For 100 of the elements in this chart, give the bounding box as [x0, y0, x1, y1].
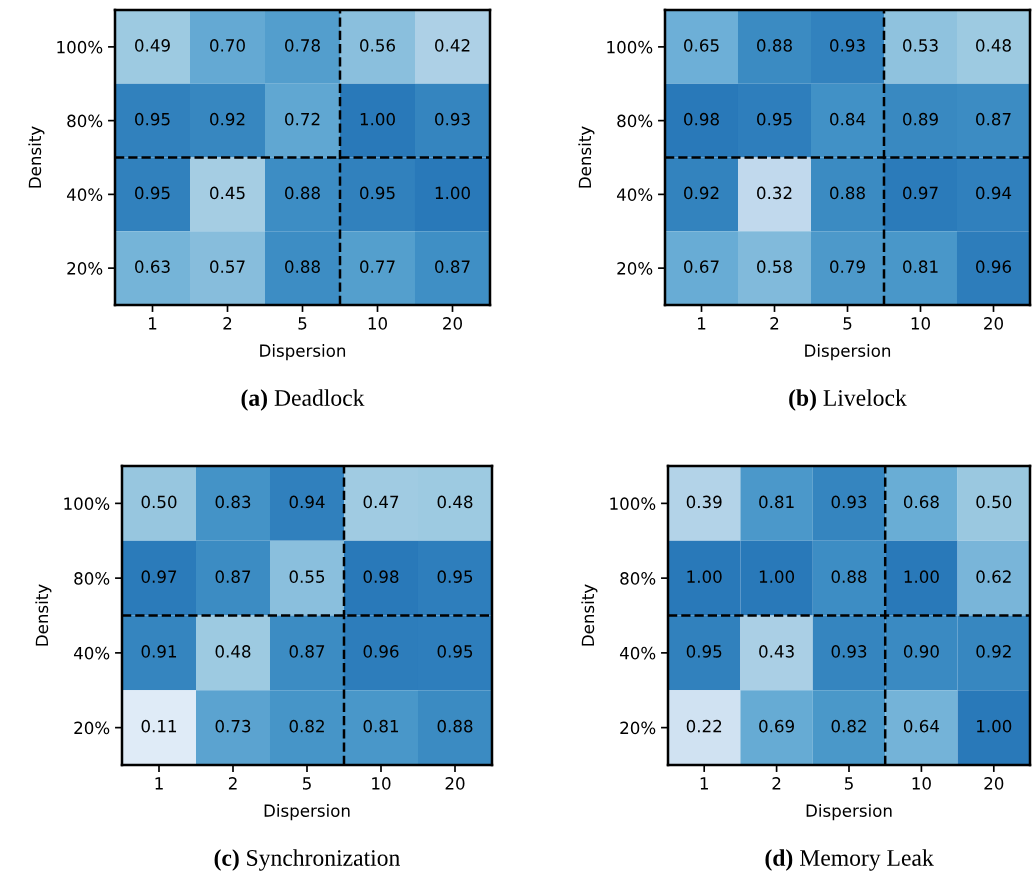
data-label: 0.79 [830, 260, 865, 273]
data-label: 0.81 [903, 260, 938, 273]
x-tick-label: 1 [149, 317, 157, 330]
data-label: 0.92 [976, 645, 1011, 658]
y-tick-label: 80% [620, 572, 656, 585]
data-label: 0.64 [903, 719, 940, 733]
data-label: 0.82 [831, 719, 866, 733]
x-tick-label: 5 [298, 317, 307, 330]
data-label: 0.56 [360, 39, 396, 52]
y-axis-title: Density [28, 126, 45, 188]
data-label: 0.77 [360, 260, 395, 273]
data-label: 0.87 [435, 260, 470, 273]
y-axis-title: Density [35, 584, 52, 646]
y-axis-title: Density [581, 584, 598, 646]
data-label: 0.92 [684, 186, 719, 200]
data-label: 0.43 [759, 645, 794, 658]
data-label: 0.72 [285, 112, 320, 126]
data-label: 0.92 [210, 112, 245, 126]
x-tick-label: 2 [223, 317, 232, 330]
data-label: 0.98 [684, 112, 719, 126]
data-label: 0.48 [437, 495, 473, 509]
data-label: 1.00 [759, 570, 795, 583]
data-label: 0.95 [360, 186, 395, 200]
data-label: 0.50 [141, 495, 177, 509]
x-tick-label: 20 [445, 777, 465, 790]
y-tick-label: 100% [607, 40, 653, 54]
data-label: 0.90 [903, 645, 939, 658]
text: (b) Livelock [789, 389, 907, 411]
x-tick-label: 1 [700, 777, 708, 790]
y-tick-label: 20% [620, 721, 656, 735]
x-tick-label: 1 [155, 777, 163, 790]
x-tick-label: 10 [911, 317, 930, 330]
data-label: 0.69 [759, 719, 794, 733]
data-label: 0.87 [215, 570, 251, 583]
data-label: 0.97 [141, 570, 177, 583]
data-label: 0.87 [289, 645, 325, 658]
data-label: 0.95 [686, 645, 722, 658]
data-label: 0.39 [686, 495, 722, 509]
y-tick-label: 40% [66, 188, 103, 201]
data-label: 0.22 [686, 719, 722, 733]
data-label: 0.93 [831, 645, 867, 658]
data-label: 0.70 [210, 39, 245, 52]
data-label: 0.88 [757, 39, 792, 52]
data-label: 0.96 [976, 260, 1012, 273]
y-tick-label: 40% [616, 188, 653, 201]
y-tick-label: 20% [617, 262, 653, 275]
data-label: 0.94 [976, 186, 1012, 200]
x-tick-label: 2 [772, 777, 781, 790]
data-label: 0.88 [285, 260, 320, 273]
data-label: 0.88 [830, 186, 865, 200]
data-label: 0.49 [135, 39, 170, 52]
y-tick-label: 100% [610, 497, 656, 510]
data-label: 0.45 [210, 186, 245, 200]
data-label: 0.95 [437, 570, 473, 583]
x-tick-label: 5 [302, 777, 311, 790]
data-label: 0.81 [759, 495, 794, 509]
y-tick-label: 80% [74, 572, 110, 585]
x-axis-title: Dispersion [260, 344, 346, 361]
data-label: 1.00 [977, 719, 1012, 733]
data-label: 0.82 [289, 719, 324, 733]
data-label: 0.32 [757, 186, 792, 200]
data-label: 0.50 [976, 495, 1012, 509]
data-label: 0.88 [831, 570, 867, 583]
data-label: 0.63 [135, 260, 170, 273]
data-label: 0.98 [363, 570, 399, 583]
data-label: 0.89 [903, 112, 938, 126]
data-label: 1.00 [360, 112, 395, 126]
data-label: 0.81 [363, 719, 399, 733]
y-tick-label: 100% [57, 40, 103, 54]
data-label: 0.83 [215, 495, 251, 509]
y-tick-label: 80% [617, 114, 653, 128]
data-label: 0.88 [285, 186, 320, 200]
data-label: 0.62 [976, 570, 1011, 583]
data-label: 0.78 [285, 39, 320, 52]
y-axis-title: Density [578, 126, 595, 188]
data-label: 0.65 [684, 39, 719, 52]
data-label: 0.55 [289, 570, 325, 583]
x-tick-label: 5 [843, 317, 852, 330]
data-label: 0.48 [215, 645, 251, 658]
data-label: 0.11 [141, 719, 177, 733]
text: (d) Memory Leak [765, 849, 934, 871]
data-label: 0.48 [976, 39, 1011, 52]
y-tick-label: 20% [67, 262, 103, 275]
x-tick-label: 5 [844, 777, 853, 790]
data-label: 0.95 [757, 112, 792, 126]
y-tick-label: 40% [619, 646, 656, 660]
data-label: 0.94 [289, 495, 325, 509]
x-tick-label: 10 [368, 317, 387, 330]
x-tick-label: 20 [984, 777, 1004, 790]
data-label: 0.96 [363, 645, 399, 658]
y-tick-label: 80% [67, 114, 103, 128]
data-label: 0.84 [830, 112, 866, 126]
data-label: 1.00 [435, 186, 470, 200]
x-tick-label: 10 [372, 777, 391, 790]
data-label: 0.93 [830, 39, 865, 52]
data-label: 0.57 [210, 260, 245, 273]
x-tick-label: 10 [912, 777, 931, 790]
x-tick-label: 1 [698, 317, 706, 330]
y-tick-label: 100% [64, 497, 110, 510]
x-tick-label: 2 [770, 317, 779, 330]
